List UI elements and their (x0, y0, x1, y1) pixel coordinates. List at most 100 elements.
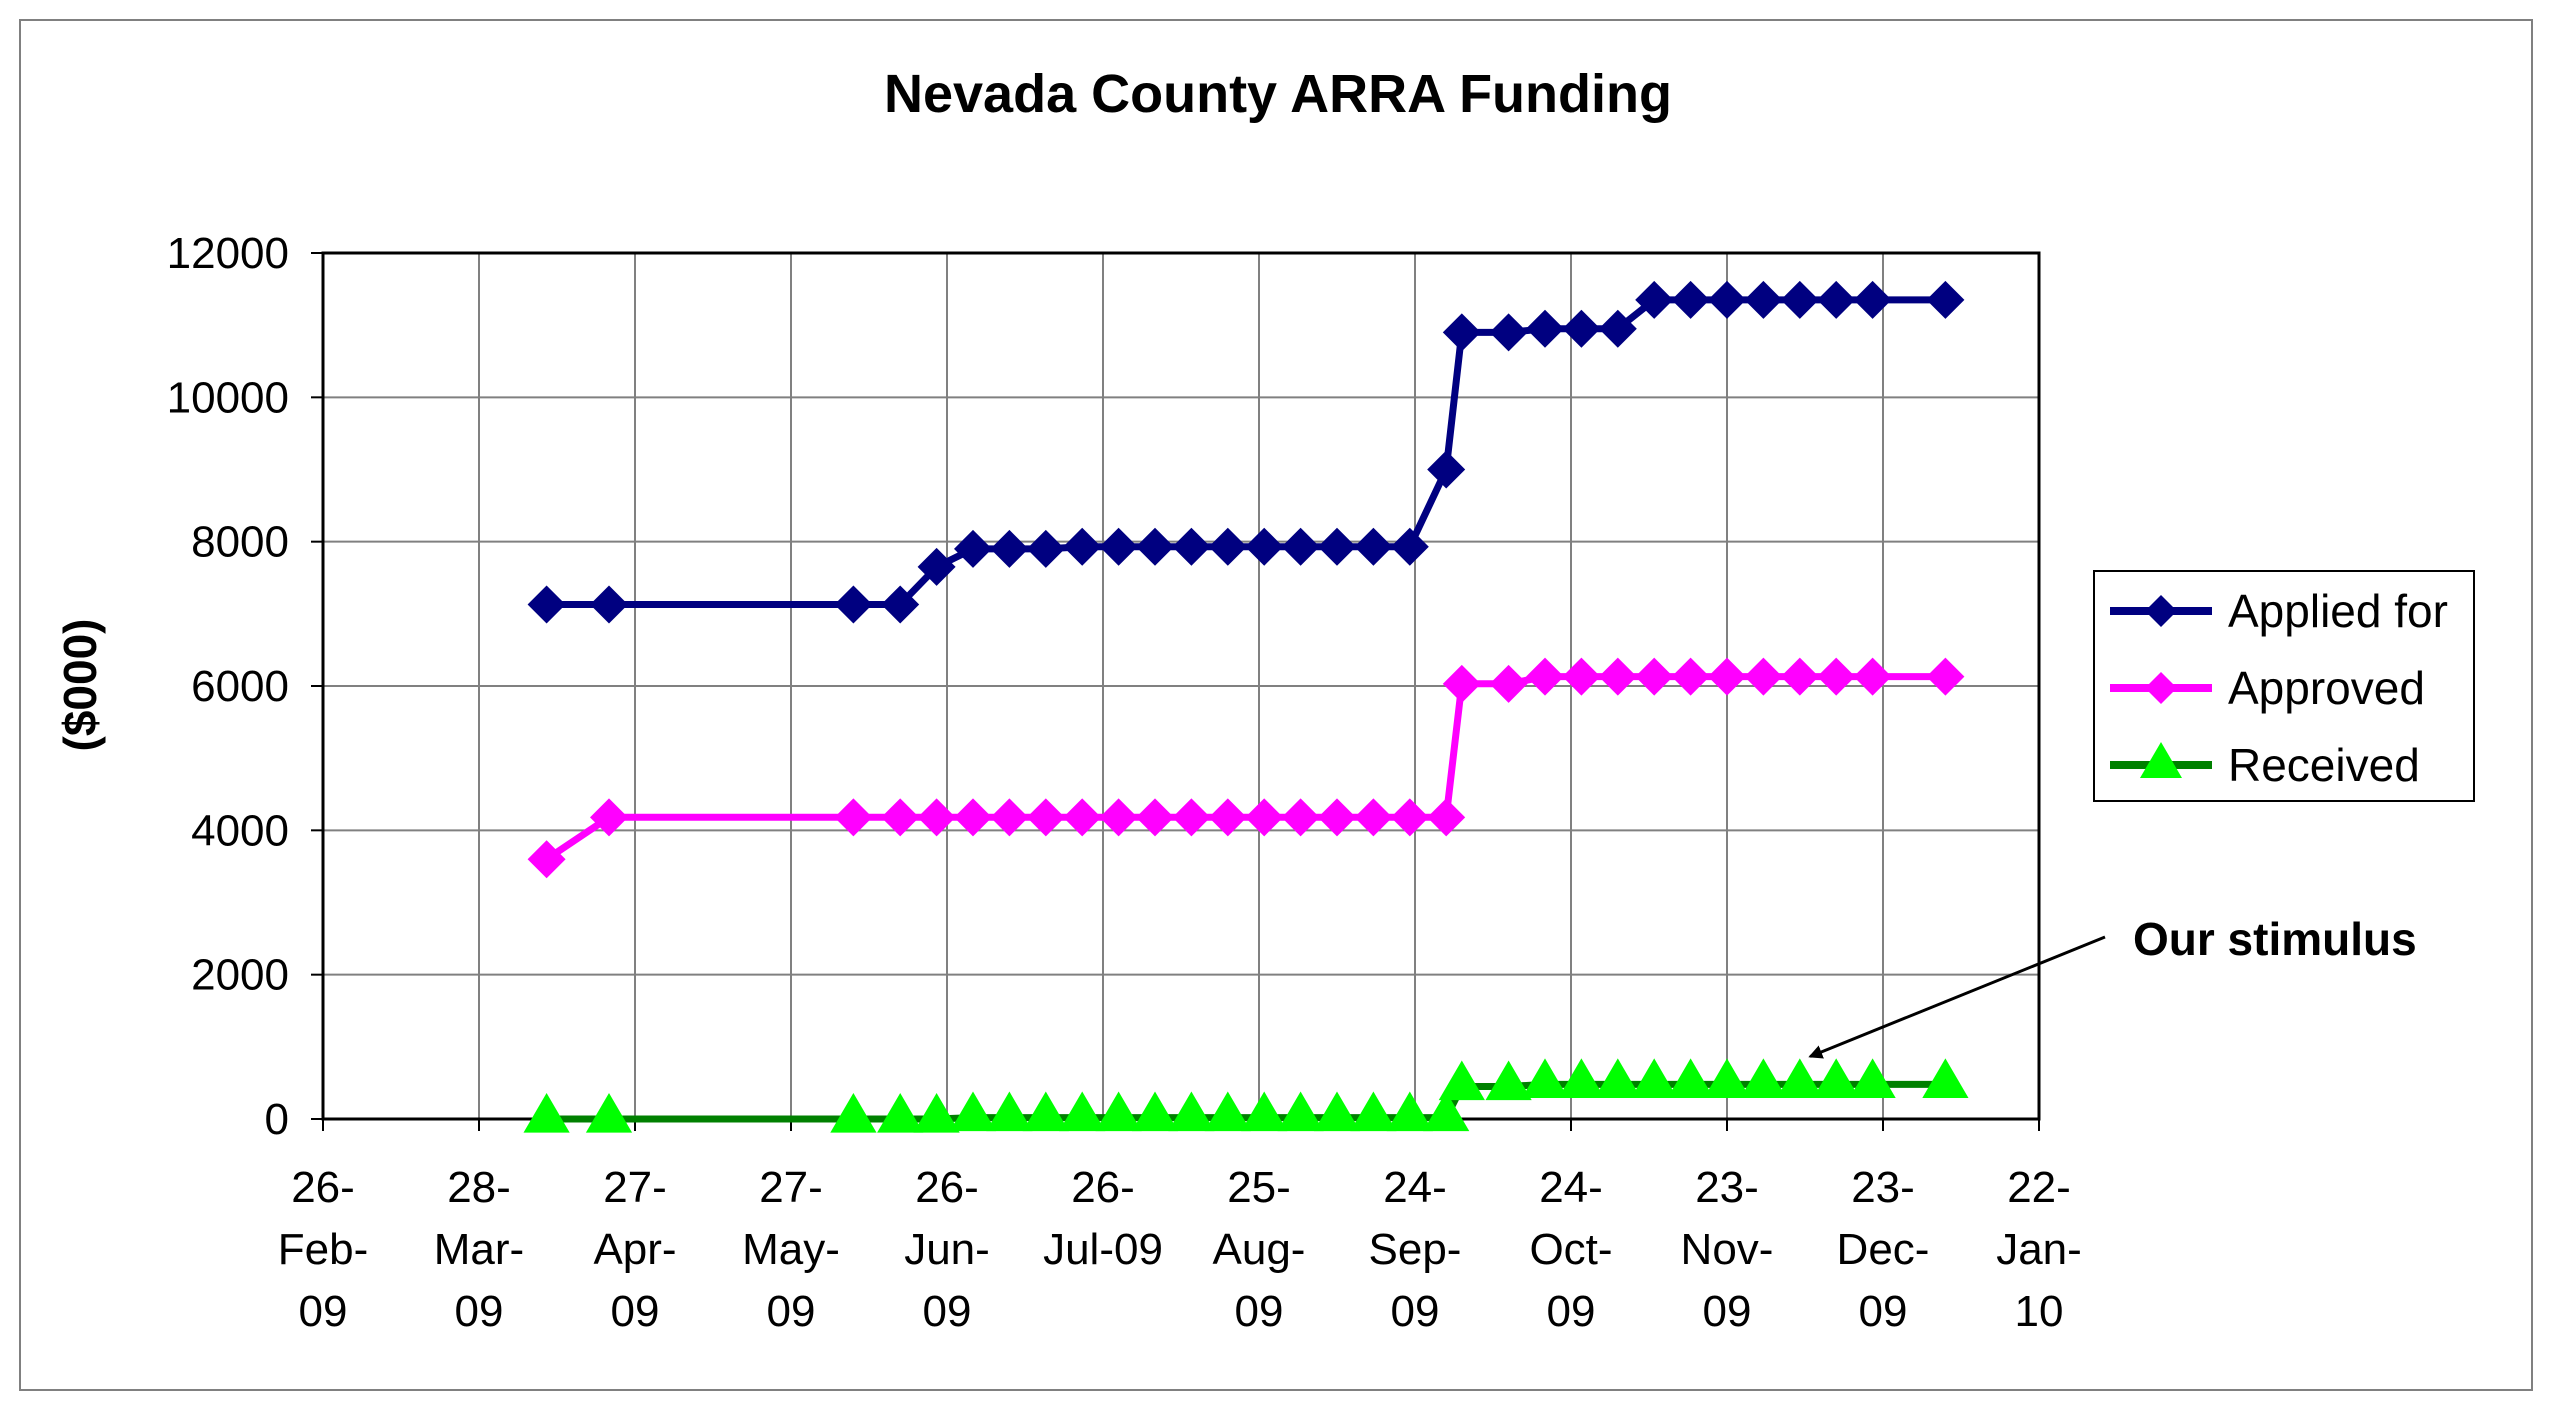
data-point-approved (1853, 657, 1892, 696)
data-point-received (523, 1093, 570, 1133)
data-point-approved (990, 798, 1029, 837)
x-tick-label: 25- Aug- 09 (1213, 1163, 1306, 1336)
data-point-received (830, 1093, 877, 1133)
data-point-approved (1208, 798, 1247, 837)
x-tick-label: 24- Sep- 09 (1369, 1163, 1462, 1336)
x-tick-label-line: 09 (455, 1287, 504, 1336)
data-point-approved (834, 798, 873, 837)
x-tick-label-line: 24- (1539, 1163, 1603, 1212)
annotation: Our stimulus (1808, 913, 2417, 1059)
data-point-applied-for (1489, 313, 1528, 352)
legend-label: Received (2228, 739, 2420, 791)
data-point-approved (1489, 664, 1528, 703)
data-point-received (1813, 1058, 1860, 1098)
data-point-applied-for (1598, 309, 1637, 348)
data-point-applied-for (1671, 280, 1710, 319)
y-tick-label: 0 (265, 1095, 289, 1144)
data-point-approved (1063, 798, 1102, 837)
x-tick-label-line: Sep- (1369, 1225, 1462, 1274)
legend-item-applied-for: Applied for (2110, 585, 2448, 637)
data-point-approved (1708, 657, 1746, 696)
x-tick-label-line: Dec- (1837, 1225, 1930, 1274)
data-point-applied-for (1427, 450, 1466, 489)
data-point-applied-for (1853, 280, 1892, 319)
x-tick-label-line: 24- (1383, 1163, 1447, 1212)
data-point-applied-for (834, 585, 873, 624)
data-point-received (1438, 1060, 1485, 1101)
data-point-received (1594, 1058, 1641, 1098)
x-tick-label: 23- Nov- 09 (1681, 1163, 1774, 1336)
data-point-applied-for (1390, 527, 1429, 566)
data-point-received (1631, 1058, 1678, 1098)
x-tick-label-line: 09 (1703, 1287, 1752, 1336)
data-point-approved (1136, 798, 1174, 837)
x-tick-label-line: 25- (1227, 1163, 1291, 1212)
data-point-applied-for (1780, 280, 1819, 319)
data-point-approved (527, 840, 566, 879)
data-point-approved (590, 798, 628, 837)
data-point-approved (1390, 798, 1429, 837)
x-tick-label: 28- Mar- 09 (434, 1163, 524, 1336)
data-point-applied-for (1099, 527, 1138, 566)
x-tick-label: 27- Apr- 09 (593, 1163, 676, 1336)
x-tick-label-line: 10 (2015, 1287, 2064, 1336)
data-point-applied-for (881, 585, 920, 624)
y-tick-label: 6000 (191, 662, 289, 711)
data-point-applied-for (590, 585, 628, 624)
data-point-applied-for (990, 529, 1029, 568)
legend-label: Applied for (2228, 585, 2448, 637)
data-point-approved (1026, 798, 1065, 837)
data-point-approved (1817, 657, 1856, 696)
x-tick-label-line: 26- (291, 1163, 355, 1212)
data-point-received (585, 1093, 633, 1133)
data-point-received (1059, 1091, 1106, 1132)
axis-ticks: 26- Feb- 09 28- Mar- 09 27- Apr- 09 27- May- 09 26- J… (167, 229, 2082, 1336)
data-point-approved (1926, 657, 1965, 696)
data-point-received (1241, 1091, 1288, 1132)
data-point-applied-for (1708, 280, 1746, 319)
data-point-applied-for (1354, 527, 1393, 566)
x-tick-label-line: Feb- (278, 1225, 368, 1274)
x-tick-label-line: 23- (1695, 1163, 1759, 1212)
x-tick-label: 23- Dec- 09 (1837, 1163, 1930, 1336)
data-point-received (1776, 1058, 1823, 1098)
data-point-received (949, 1091, 997, 1132)
data-point-received (986, 1091, 1033, 1132)
data-point-received (1521, 1058, 1569, 1098)
legend: Applied for Approved Received (2093, 570, 2475, 802)
data-point-applied-for (1026, 529, 1065, 568)
legend-item-received: Received (2110, 739, 2420, 791)
data-point-approved (881, 798, 920, 837)
x-tick-label-line: 22- (2007, 1163, 2071, 1212)
x-tick-label-line: Nov- (1681, 1225, 1774, 1274)
data-point-received (1386, 1091, 1433, 1132)
x-tick-label-line: Jun- (904, 1225, 990, 1274)
data-point-received (1485, 1060, 1532, 1101)
data-point-applied-for (1208, 527, 1247, 566)
data-point-applied-for (527, 585, 566, 624)
x-tick-label: 27- May- 09 (742, 1163, 840, 1336)
x-tick-label-line: 09 (1547, 1287, 1596, 1336)
annotation-text: Our stimulus (2133, 913, 2417, 965)
y-tick-label: 4000 (191, 806, 289, 855)
data-point-received (1095, 1091, 1142, 1132)
legend-swatch-marker (2145, 672, 2177, 704)
data-point-approved (954, 798, 992, 837)
data-point-received (1022, 1091, 1069, 1132)
x-tick-label: 24- Oct- 09 (1529, 1163, 1612, 1336)
data-point-approved (1245, 798, 1284, 837)
data-point-received (1922, 1058, 1969, 1098)
data-point-applied-for (1281, 527, 1320, 566)
x-tick-label-line: Mar- (434, 1225, 524, 1274)
data-point-applied-for (1744, 280, 1783, 319)
x-tick-label-line: 26- (1071, 1163, 1135, 1212)
data-point-received (1313, 1091, 1361, 1132)
x-tick-label-line: 09 (611, 1287, 660, 1336)
data-point-approved (1354, 798, 1393, 837)
x-tick-label: 26- Jul-09 (1043, 1163, 1163, 1274)
legend-swatch-marker (2140, 742, 2182, 778)
data-point-applied-for (917, 547, 956, 586)
data-point-received (1350, 1091, 1397, 1132)
